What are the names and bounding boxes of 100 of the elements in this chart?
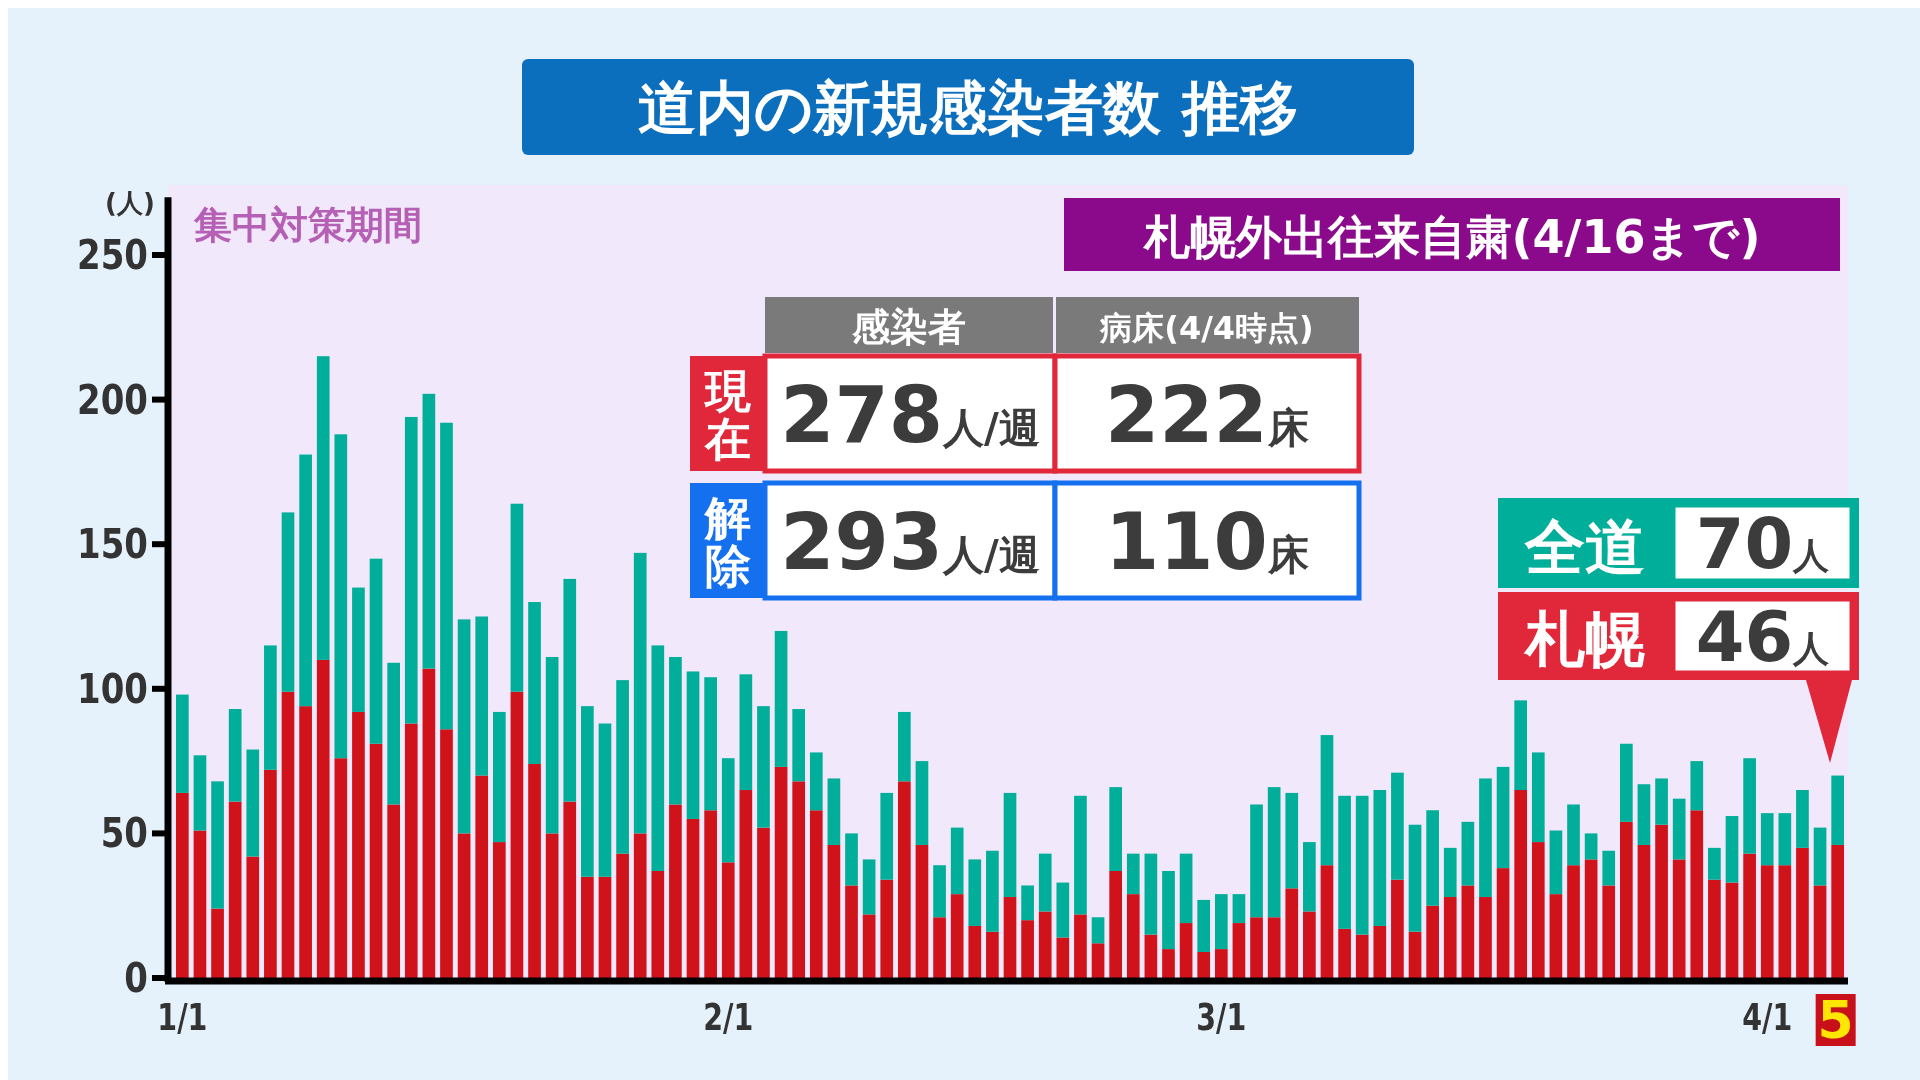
- bar: [1250, 917, 1263, 978]
- bar: [1778, 865, 1792, 978]
- y-tick-label: 200: [77, 376, 148, 424]
- bar: [1003, 792, 1017, 898]
- bar: [968, 859, 982, 926]
- bar: [1725, 882, 1739, 978]
- annotation: 46人: [1695, 596, 1830, 679]
- bar: [1708, 847, 1721, 880]
- bar: [616, 680, 629, 854]
- bar: [264, 769, 277, 978]
- bar: [1831, 844, 1844, 978]
- bar: [950, 894, 964, 978]
- bar: [986, 850, 999, 932]
- bar: [387, 804, 400, 978]
- bar: [827, 844, 841, 978]
- bar: [986, 931, 999, 978]
- bar: [757, 706, 770, 828]
- annotation: 293人/週: [780, 496, 1040, 587]
- bar: [352, 587, 365, 712]
- bar: [246, 749, 260, 857]
- bar: [633, 552, 647, 834]
- annotation: 278人/週: [780, 369, 1040, 460]
- bar: [176, 694, 189, 793]
- bar: [1003, 897, 1017, 978]
- bar: [1426, 810, 1439, 906]
- bar: [1496, 766, 1510, 869]
- annotation: 札幌外出往来自粛(4/16まで): [1141, 210, 1761, 264]
- bar: [1796, 847, 1809, 978]
- bar: [1760, 813, 1774, 866]
- bar: [898, 711, 911, 782]
- bar: [1056, 882, 1070, 938]
- bar: [1074, 795, 1087, 915]
- bar: [1479, 778, 1492, 898]
- y-tick-label: 100: [77, 666, 148, 713]
- bar: [774, 630, 788, 767]
- bar: [1162, 949, 1175, 978]
- bar: [1672, 798, 1686, 860]
- bar: [1021, 920, 1034, 978]
- bar: [1708, 879, 1721, 978]
- bar: [581, 876, 594, 978]
- bar: [774, 766, 788, 978]
- bar: [651, 645, 665, 871]
- bar: [1355, 934, 1369, 978]
- bar: [510, 691, 524, 978]
- bar: [1531, 842, 1545, 978]
- bar: [686, 671, 700, 819]
- bar: [1214, 949, 1228, 978]
- y-axis-title: (人): [105, 188, 155, 218]
- bar: [1338, 795, 1351, 929]
- annotation: 110床: [1105, 496, 1309, 587]
- bar: [281, 512, 295, 692]
- bar: [1038, 853, 1052, 912]
- bar: [475, 616, 489, 776]
- bar: [1197, 899, 1211, 952]
- bar: [316, 356, 330, 660]
- bar: [1813, 885, 1827, 978]
- bar: [404, 723, 418, 978]
- bar: [809, 810, 823, 978]
- bar: [1584, 833, 1598, 860]
- bar: [1214, 894, 1228, 950]
- bar: [1056, 937, 1070, 978]
- bar: [1021, 885, 1034, 921]
- bar: [1109, 787, 1122, 871]
- bar: [422, 668, 436, 978]
- bar: [1584, 859, 1598, 978]
- x-tick-label: 1/1: [157, 994, 208, 1040]
- bar: [1496, 868, 1510, 978]
- bar: [1620, 821, 1633, 978]
- bar: [1725, 816, 1739, 883]
- bar: [1303, 911, 1316, 978]
- bar: [440, 729, 453, 978]
- bar: [1637, 784, 1651, 845]
- y-tick-label: 150: [77, 521, 148, 568]
- bar: [1144, 934, 1158, 978]
- bar: [721, 758, 735, 863]
- bar: [1549, 894, 1563, 978]
- bar: [457, 833, 471, 978]
- bar: [1355, 795, 1369, 935]
- bar: [1320, 735, 1334, 866]
- bar: [1373, 925, 1387, 978]
- bar: [1408, 824, 1422, 932]
- bar: [1690, 761, 1704, 811]
- annotation: 222床: [1105, 369, 1309, 460]
- bar: [933, 917, 946, 978]
- bar: [581, 706, 594, 877]
- bar: [1144, 853, 1158, 935]
- bar: [299, 706, 312, 978]
- bar: [1179, 853, 1193, 924]
- bar: [1655, 824, 1668, 978]
- bar: [369, 743, 383, 978]
- bar: [211, 908, 224, 978]
- bar: [1443, 897, 1457, 978]
- bar: [880, 879, 894, 978]
- bar: [528, 763, 541, 978]
- bar: [1267, 917, 1281, 978]
- bar: [1778, 813, 1792, 866]
- bar: [404, 416, 418, 724]
- bar: [1461, 821, 1475, 886]
- annotation: 感染者: [851, 305, 966, 349]
- bar: [228, 801, 242, 978]
